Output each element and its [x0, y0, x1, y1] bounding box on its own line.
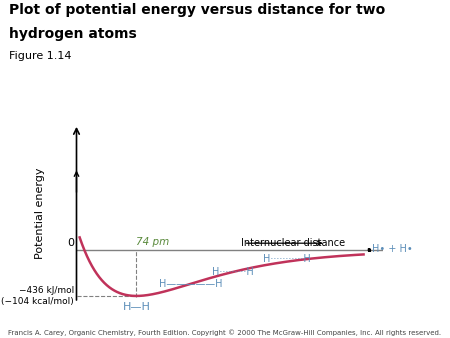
Text: Potential energy: Potential energy	[35, 167, 45, 259]
Text: hydrogen atoms: hydrogen atoms	[9, 27, 137, 41]
Text: H·········H: H·········H	[212, 267, 254, 276]
Text: Internuclear distance: Internuclear distance	[241, 238, 345, 248]
Text: Plot of potential energy versus distance for two: Plot of potential energy versus distance…	[9, 3, 385, 17]
Text: −436 kJ/mol
(−104 kcal/mol): −436 kJ/mol (−104 kcal/mol)	[1, 286, 74, 306]
Text: Figure 1.14: Figure 1.14	[9, 51, 72, 61]
Text: H• + H•: H• + H•	[373, 244, 413, 254]
Text: H···········H: H···········H	[263, 254, 310, 264]
Text: 0: 0	[67, 238, 74, 248]
Text: H—H: H—H	[122, 302, 150, 312]
Text: H—————H: H—————H	[158, 280, 222, 289]
Text: 74 pm: 74 pm	[136, 237, 170, 247]
Text: Francis A. Carey, Organic Chemistry, Fourth Edition. Copyright © 2000 The McGraw: Francis A. Carey, Organic Chemistry, Fou…	[9, 330, 441, 336]
